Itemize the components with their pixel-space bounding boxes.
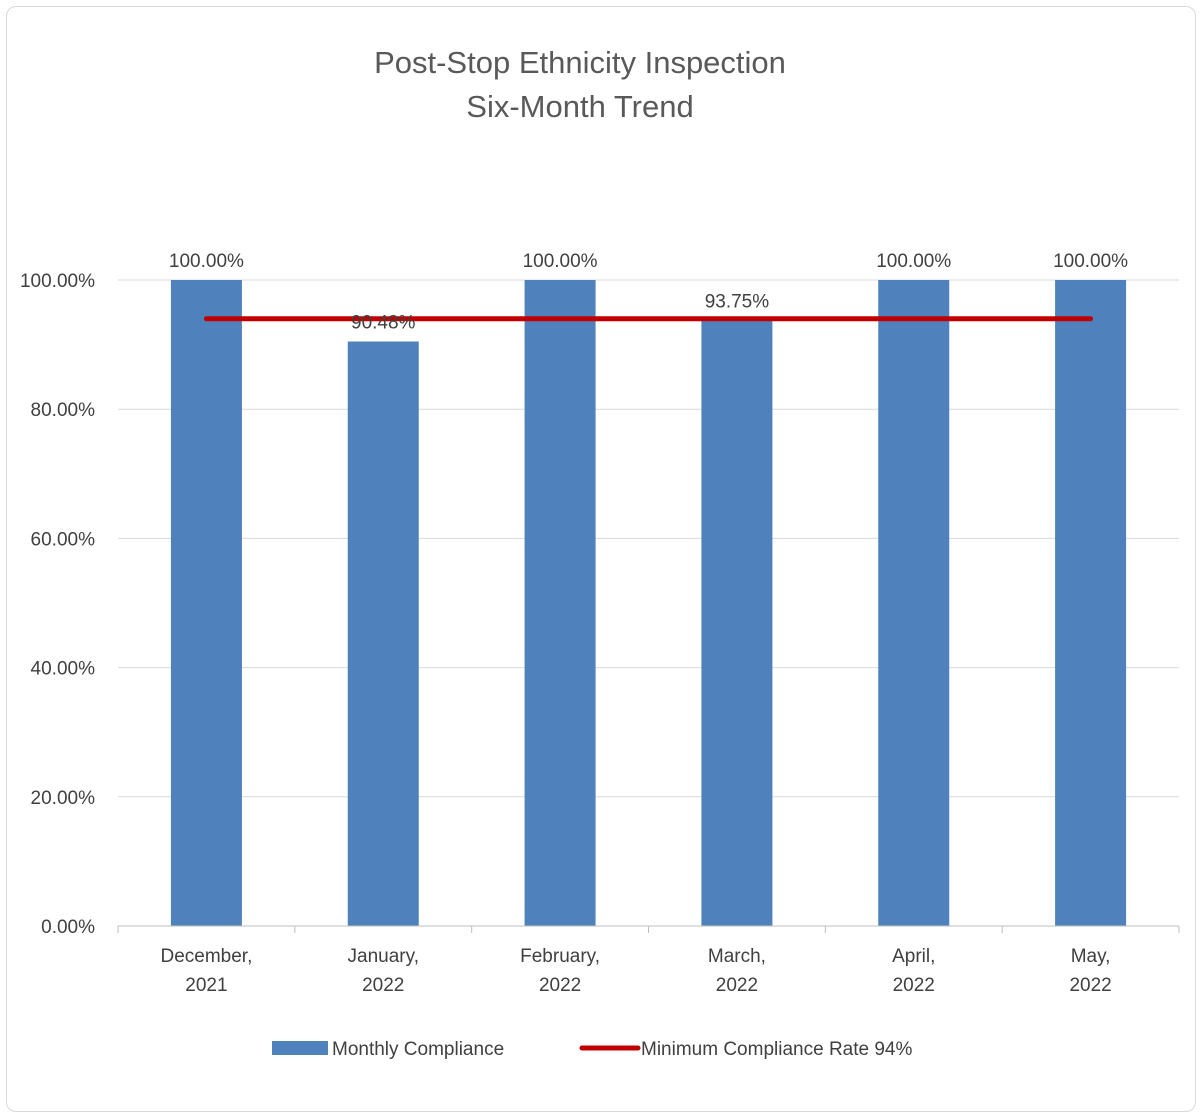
bar xyxy=(524,280,596,926)
data-label: 90.48% xyxy=(351,312,416,333)
y-tick-label: 60.00% xyxy=(31,529,96,550)
bar xyxy=(878,280,950,926)
data-label: 100.00% xyxy=(169,251,244,272)
category-label-line: April, xyxy=(892,946,935,967)
category-label: January, 2022 xyxy=(348,946,419,996)
y-tick-label: 100.00% xyxy=(20,271,95,292)
y-tick-label: 0.00% xyxy=(41,917,95,938)
category-label: March, 2022 xyxy=(708,946,766,996)
bar xyxy=(170,280,242,926)
category-label-line: December, xyxy=(160,946,252,967)
category-label-line: 2022 xyxy=(716,975,758,996)
category-label-line: 2022 xyxy=(539,975,581,996)
data-label: 93.75% xyxy=(705,291,770,312)
data-labels: 100.00% 90.48% 100.00% 93.75% 100.00% 100.00% xyxy=(169,251,1128,333)
y-tick-label: 20.00% xyxy=(31,788,96,809)
category-label-line: February, xyxy=(520,946,600,967)
y-tick-label: 40.00% xyxy=(31,659,96,680)
category-label-line: May, xyxy=(1071,946,1111,967)
bar xyxy=(701,320,773,926)
bar-series xyxy=(170,280,1127,926)
bar xyxy=(347,341,419,926)
legend-label: Monthly Compliance xyxy=(332,1039,504,1060)
category-label-line: 2022 xyxy=(1069,975,1111,996)
category-label-line: January, xyxy=(348,946,419,967)
gridlines xyxy=(118,279,1179,798)
data-label: 100.00% xyxy=(1053,251,1128,272)
data-label: 100.00% xyxy=(523,251,598,272)
y-axis-ticks: 0.00% 20.00% 40.00% 60.00% 80.00% 100.00% xyxy=(20,271,95,938)
category-label-line: March, xyxy=(708,946,766,967)
chart-title-line-2: Six-Month Trend xyxy=(466,89,693,124)
legend-label: Minimum Compliance Rate 94% xyxy=(641,1039,912,1060)
data-label: 100.00% xyxy=(876,251,951,272)
y-tick-label: 80.00% xyxy=(31,400,96,421)
x-axis xyxy=(117,925,1180,933)
category-label-line: 2021 xyxy=(185,975,227,996)
legend: Monthly Compliance Minimum Compliance Rat… xyxy=(272,1039,912,1060)
category-label-line: 2022 xyxy=(362,975,404,996)
legend-swatch-monthly-compliance xyxy=(272,1041,328,1055)
category-label-line: 2022 xyxy=(893,975,935,996)
category-label: May, 2022 xyxy=(1069,946,1111,996)
category-label: February, 2022 xyxy=(520,946,600,996)
chart-title-line-1: Post-Stop Ethnicity Inspection xyxy=(374,45,786,80)
category-label: April, 2022 xyxy=(892,946,935,996)
bar xyxy=(1055,280,1127,926)
category-label: December, 2021 xyxy=(160,946,252,996)
